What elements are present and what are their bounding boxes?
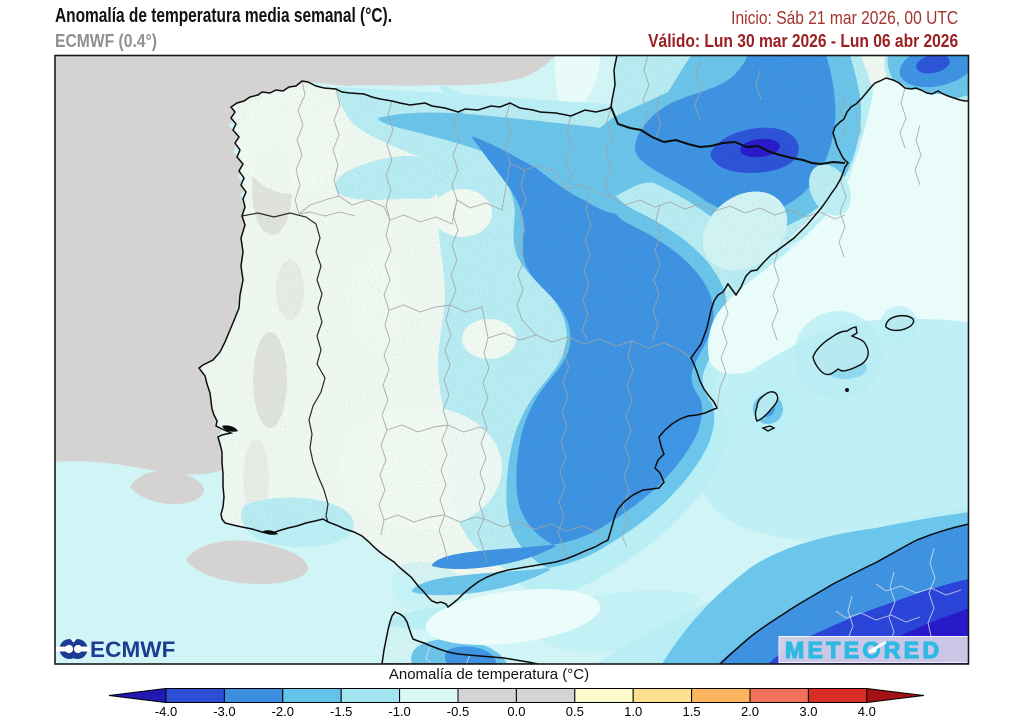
svg-text:1.5: 1.5 [683, 704, 701, 719]
svg-text:3.0: 3.0 [799, 704, 817, 719]
svg-text:-1.0: -1.0 [388, 704, 410, 719]
svg-text:1.0: 1.0 [624, 704, 642, 719]
svg-text:2.0: 2.0 [741, 704, 759, 719]
svg-text:0.0: 0.0 [507, 704, 525, 719]
svg-text:0.5: 0.5 [566, 704, 584, 719]
svg-text:-2.0: -2.0 [272, 704, 294, 719]
svg-text:-0.5: -0.5 [447, 704, 469, 719]
svg-text:-1.5: -1.5 [330, 704, 352, 719]
svg-text:ECMWF: ECMWF [90, 637, 175, 662]
svg-text:METEORED: METEORED [785, 637, 943, 663]
svg-text:-4.0: -4.0 [155, 704, 177, 719]
svg-text:-3.0: -3.0 [213, 704, 235, 719]
svg-text:4.0: 4.0 [858, 704, 876, 719]
